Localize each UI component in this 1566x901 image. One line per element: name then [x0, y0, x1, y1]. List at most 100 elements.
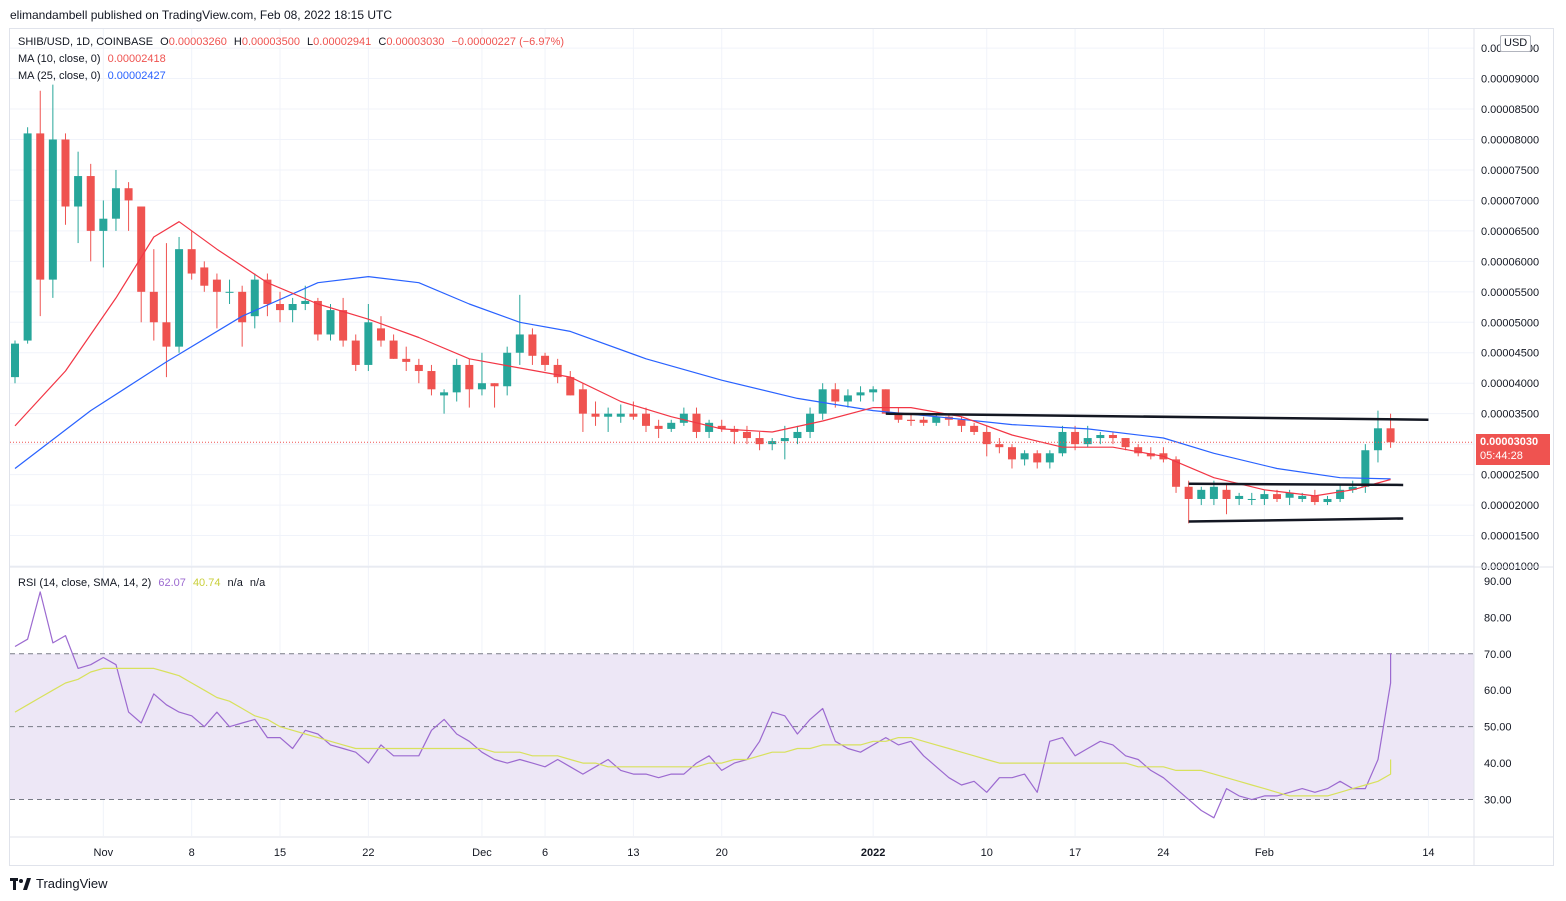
candle-body [1386, 428, 1395, 443]
candle-body [250, 279, 259, 317]
candle-body [642, 413, 650, 426]
ma10-legend[interactable]: MA (10, close, 0) 0.00002418 [18, 53, 170, 65]
candle-up [288, 297, 297, 323]
time-tick-label: 17 [1069, 847, 1081, 859]
last-price-value: 0.00003030 [1480, 436, 1539, 448]
candle-body [48, 139, 57, 280]
candle-body [137, 206, 146, 292]
candle-up [1336, 483, 1345, 503]
candle-up [175, 236, 184, 353]
close-label: C [378, 36, 387, 48]
price-axis: 0.000010000.000015000.000020000.00002500… [1481, 43, 1539, 573]
candle-up [1235, 492, 1244, 506]
candle-down [1071, 425, 1080, 451]
tradingview-footer[interactable]: TradingView [10, 876, 108, 891]
candle-body [1033, 453, 1042, 463]
candle-down [187, 230, 196, 280]
candle-body [616, 413, 625, 417]
tradingview-logo-icon [10, 877, 31, 890]
symbol-label[interactable]: SHIB/USD, 1D, COINBASE [18, 36, 154, 48]
candle-up [843, 389, 852, 408]
candle-down [591, 401, 600, 426]
candle-body [301, 300, 310, 304]
ma25-legend[interactable]: MA (25, close, 0) 0.00002427 [18, 70, 170, 82]
candle-down [982, 425, 991, 457]
published-caption: elimandambell published on TradingView.c… [10, 8, 393, 22]
ohlc-legend[interactable]: SHIB/USD, 1D, COINBASE O0.00003260 H0.00… [18, 36, 568, 48]
candle-body [1007, 447, 1016, 460]
candle-body [23, 133, 32, 341]
candle-down [1108, 431, 1117, 445]
candle-up [604, 407, 613, 432]
candle-body [995, 444, 1004, 448]
candle-body [679, 413, 688, 423]
currency-button[interactable]: USD [1500, 35, 1532, 52]
candle-down [339, 297, 348, 347]
rsi-band-group [10, 653, 1474, 801]
price-tick-label: 0.00008000 [1481, 134, 1539, 146]
ma10-value: 0.00002418 [107, 53, 166, 65]
candle-down [717, 419, 726, 432]
ma10-label[interactable]: MA (10, close, 0) [18, 53, 101, 65]
price-tick-label: 0.00004500 [1481, 348, 1539, 360]
candle-down [276, 291, 285, 323]
moving-averages [14, 221, 1391, 497]
pane-dividers [10, 29, 1554, 866]
candle-body [288, 304, 297, 311]
candle-down [1159, 447, 1168, 463]
price-tick-label: 0.00002500 [1481, 470, 1539, 482]
candle-up [225, 279, 234, 304]
candle-up [11, 340, 19, 384]
candle-body [869, 389, 878, 393]
candle-body [162, 322, 171, 347]
open-label: O [160, 36, 169, 48]
rsi-ma-line [14, 667, 1392, 797]
candle-body [427, 371, 436, 390]
rsi-legend[interactable]: RSI (14, close, SMA, 14, 2) 62.07 40.74 … [18, 577, 269, 589]
chart-frame [9, 28, 1554, 866]
candle-down [528, 328, 537, 365]
candle-body [212, 279, 221, 292]
bar-countdown: 05:44:28 [1480, 450, 1523, 462]
open-value: 0.00003260 [168, 36, 227, 48]
price-tick-label: 0.00009000 [1481, 74, 1539, 86]
time-tick-label: Feb [1255, 847, 1274, 859]
candle-up [1348, 480, 1357, 493]
candle-up [48, 84, 57, 298]
candle-down [376, 316, 385, 347]
candle-body [452, 364, 461, 393]
rsi-label[interactable]: RSI (14, close, SMA, 14, 2) [18, 577, 152, 589]
price-tick-label: 0.00006500 [1481, 226, 1539, 238]
candle-body [36, 133, 45, 280]
candle-body [528, 334, 537, 356]
candle-down [1222, 483, 1231, 515]
candle-body [414, 364, 423, 372]
candle-body [780, 438, 789, 442]
ma25-label[interactable]: MA (25, close, 0) [18, 70, 101, 82]
candle-down [1310, 489, 1319, 506]
candle-up [793, 425, 802, 445]
candle-body [364, 322, 373, 365]
price-tick-label: 0.00005000 [1481, 317, 1539, 329]
candle-body [970, 425, 979, 432]
candle-body [276, 304, 285, 311]
candle-body [490, 383, 499, 387]
candle-body [74, 176, 83, 207]
candle-down [124, 182, 133, 231]
candle-body [856, 392, 865, 396]
candle-body [1336, 489, 1345, 499]
candle-body [1209, 486, 1218, 499]
time-tick-label: Dec [472, 847, 492, 859]
candle-body [1184, 486, 1193, 499]
candle-body [843, 395, 852, 402]
candle-down [881, 389, 890, 414]
candle-up [1260, 489, 1269, 506]
rsi-tick-label: 40.00 [1484, 758, 1512, 770]
price-tick-label: 0.00001500 [1481, 531, 1539, 543]
candle-down [894, 407, 903, 423]
candle-down [541, 352, 550, 372]
candle-body [1134, 447, 1143, 454]
candle-up [99, 200, 108, 268]
close-value: 0.00003030 [386, 36, 445, 48]
